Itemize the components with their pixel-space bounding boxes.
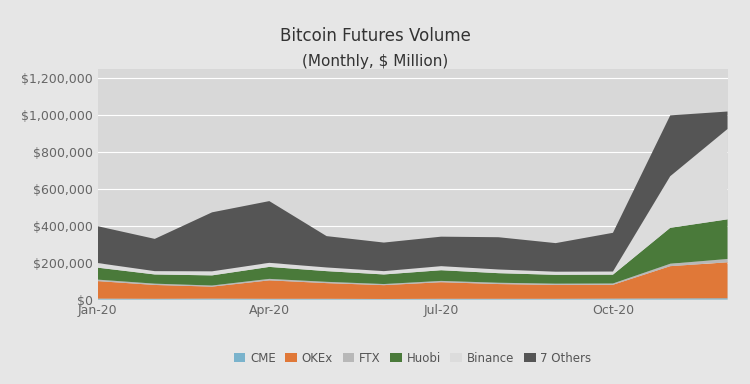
Legend: CME, OKEx, FTX, Huobi, Binance, 7 Others: CME, OKEx, FTX, Huobi, Binance, 7 Others	[229, 347, 596, 369]
Text: (Monthly, $ Million): (Monthly, $ Million)	[302, 54, 448, 69]
Text: Bitcoin Futures Volume: Bitcoin Futures Volume	[280, 27, 470, 45]
